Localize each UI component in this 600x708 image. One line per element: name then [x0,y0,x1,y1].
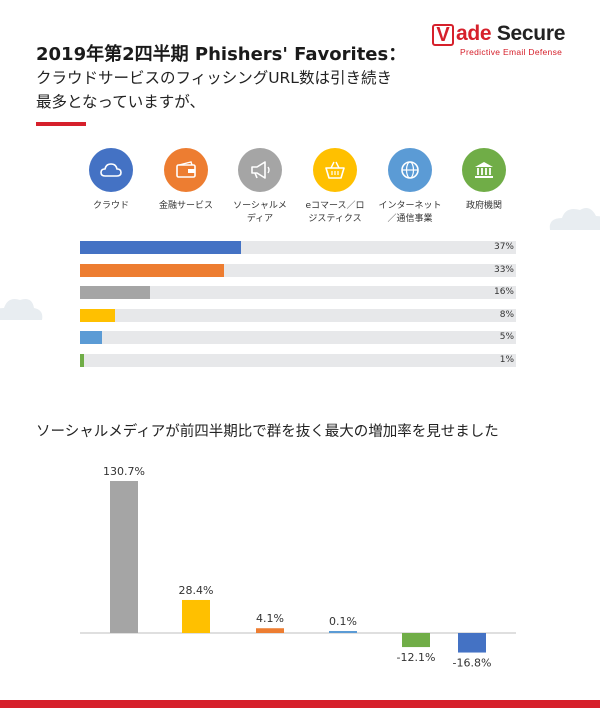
decorative-cloud-icon [0,299,43,320]
bar-track: 37% [80,241,516,254]
bar [80,286,150,300]
bar [182,599,210,633]
vade-secure-logo: V ade Secure Predictive Email Defense [432,22,582,62]
category-label: インターネット ／通信事業 [378,201,442,224]
category-internet: インターネット ／通信事業 [372,148,448,226]
data-label: -16.8% [453,657,492,670]
bar-track: 5% [80,331,516,345]
footer-accent-bar [0,700,600,708]
data-label: 130.7% [103,465,145,478]
bar [256,628,284,633]
category-ecommerce: eコマース／ロ ジスティクス [297,148,373,226]
basket-icon [313,148,357,192]
bar [80,263,224,277]
globe-icon [388,148,432,192]
wallet-icon [164,148,208,192]
category-government: 政府機関 [446,148,522,213]
megaphone-icon [238,148,282,192]
cloud-icon [89,148,133,192]
logo-wordmark: ade Secure [456,22,566,45]
data-label: 0.1% [329,615,357,628]
logo-tagline: Predictive Email Defense [460,47,563,57]
page-title: 2019年第2四半期 Phishers' Favorites： [36,44,407,65]
data-label: 28.4% [179,584,214,597]
page-subtitle: クラウドサービスのフィッシングURL数は引き続き 最多となっていますが、 [36,66,392,114]
data-label: -12.1% [397,651,436,664]
category-social-media: ソーシャルメ ディア [222,148,298,226]
bar [80,331,102,345]
category-label: 金融サービス [158,201,213,211]
bar [458,633,486,653]
category-cloud: クラウド [73,148,149,213]
data-label: 33% [493,264,514,275]
category-finance: 金融サービス [148,148,224,213]
data-label: 4.1% [256,612,284,625]
bar [80,241,242,254]
category-label: クラウド [92,201,129,211]
bar-track: 33% [80,263,516,277]
data-label: 37% [493,242,514,252]
government-building-icon [462,148,506,192]
bar-track: 1% [80,354,516,367]
bar [329,631,357,633]
bar-track: 8% [80,308,516,322]
data-label: 1% [499,355,514,365]
bar-track: 16% [80,286,516,300]
category-label: eコマース／ロ ジスティクス [305,201,365,224]
bar [110,481,138,633]
data-label: 8% [499,309,514,320]
bar [80,308,115,322]
accent-divider [36,122,86,126]
category-label: 政府機関 [465,201,502,211]
bar [402,633,430,648]
category-label: ソーシャルメ ディア [233,201,287,224]
logo-v-mark: V [432,24,454,46]
subtitle-line-2: 最多となっていますが、 [36,93,205,111]
growth-rate-bar-chart: 130.7% 28.4% 4.1% 0.1% -12.1% -16.8% [80,465,516,670]
subtitle-line-1: クラウドサービスのフィッシングURL数は引き続き [36,69,392,87]
bar [80,354,85,367]
data-label: 16% [493,287,514,298]
growth-section-title: ソーシャルメディアが前四半期比で群を抜く最大の増加率を見せました [36,424,499,440]
data-label: 5% [499,332,514,343]
decorative-cloud-icon [549,208,600,230]
